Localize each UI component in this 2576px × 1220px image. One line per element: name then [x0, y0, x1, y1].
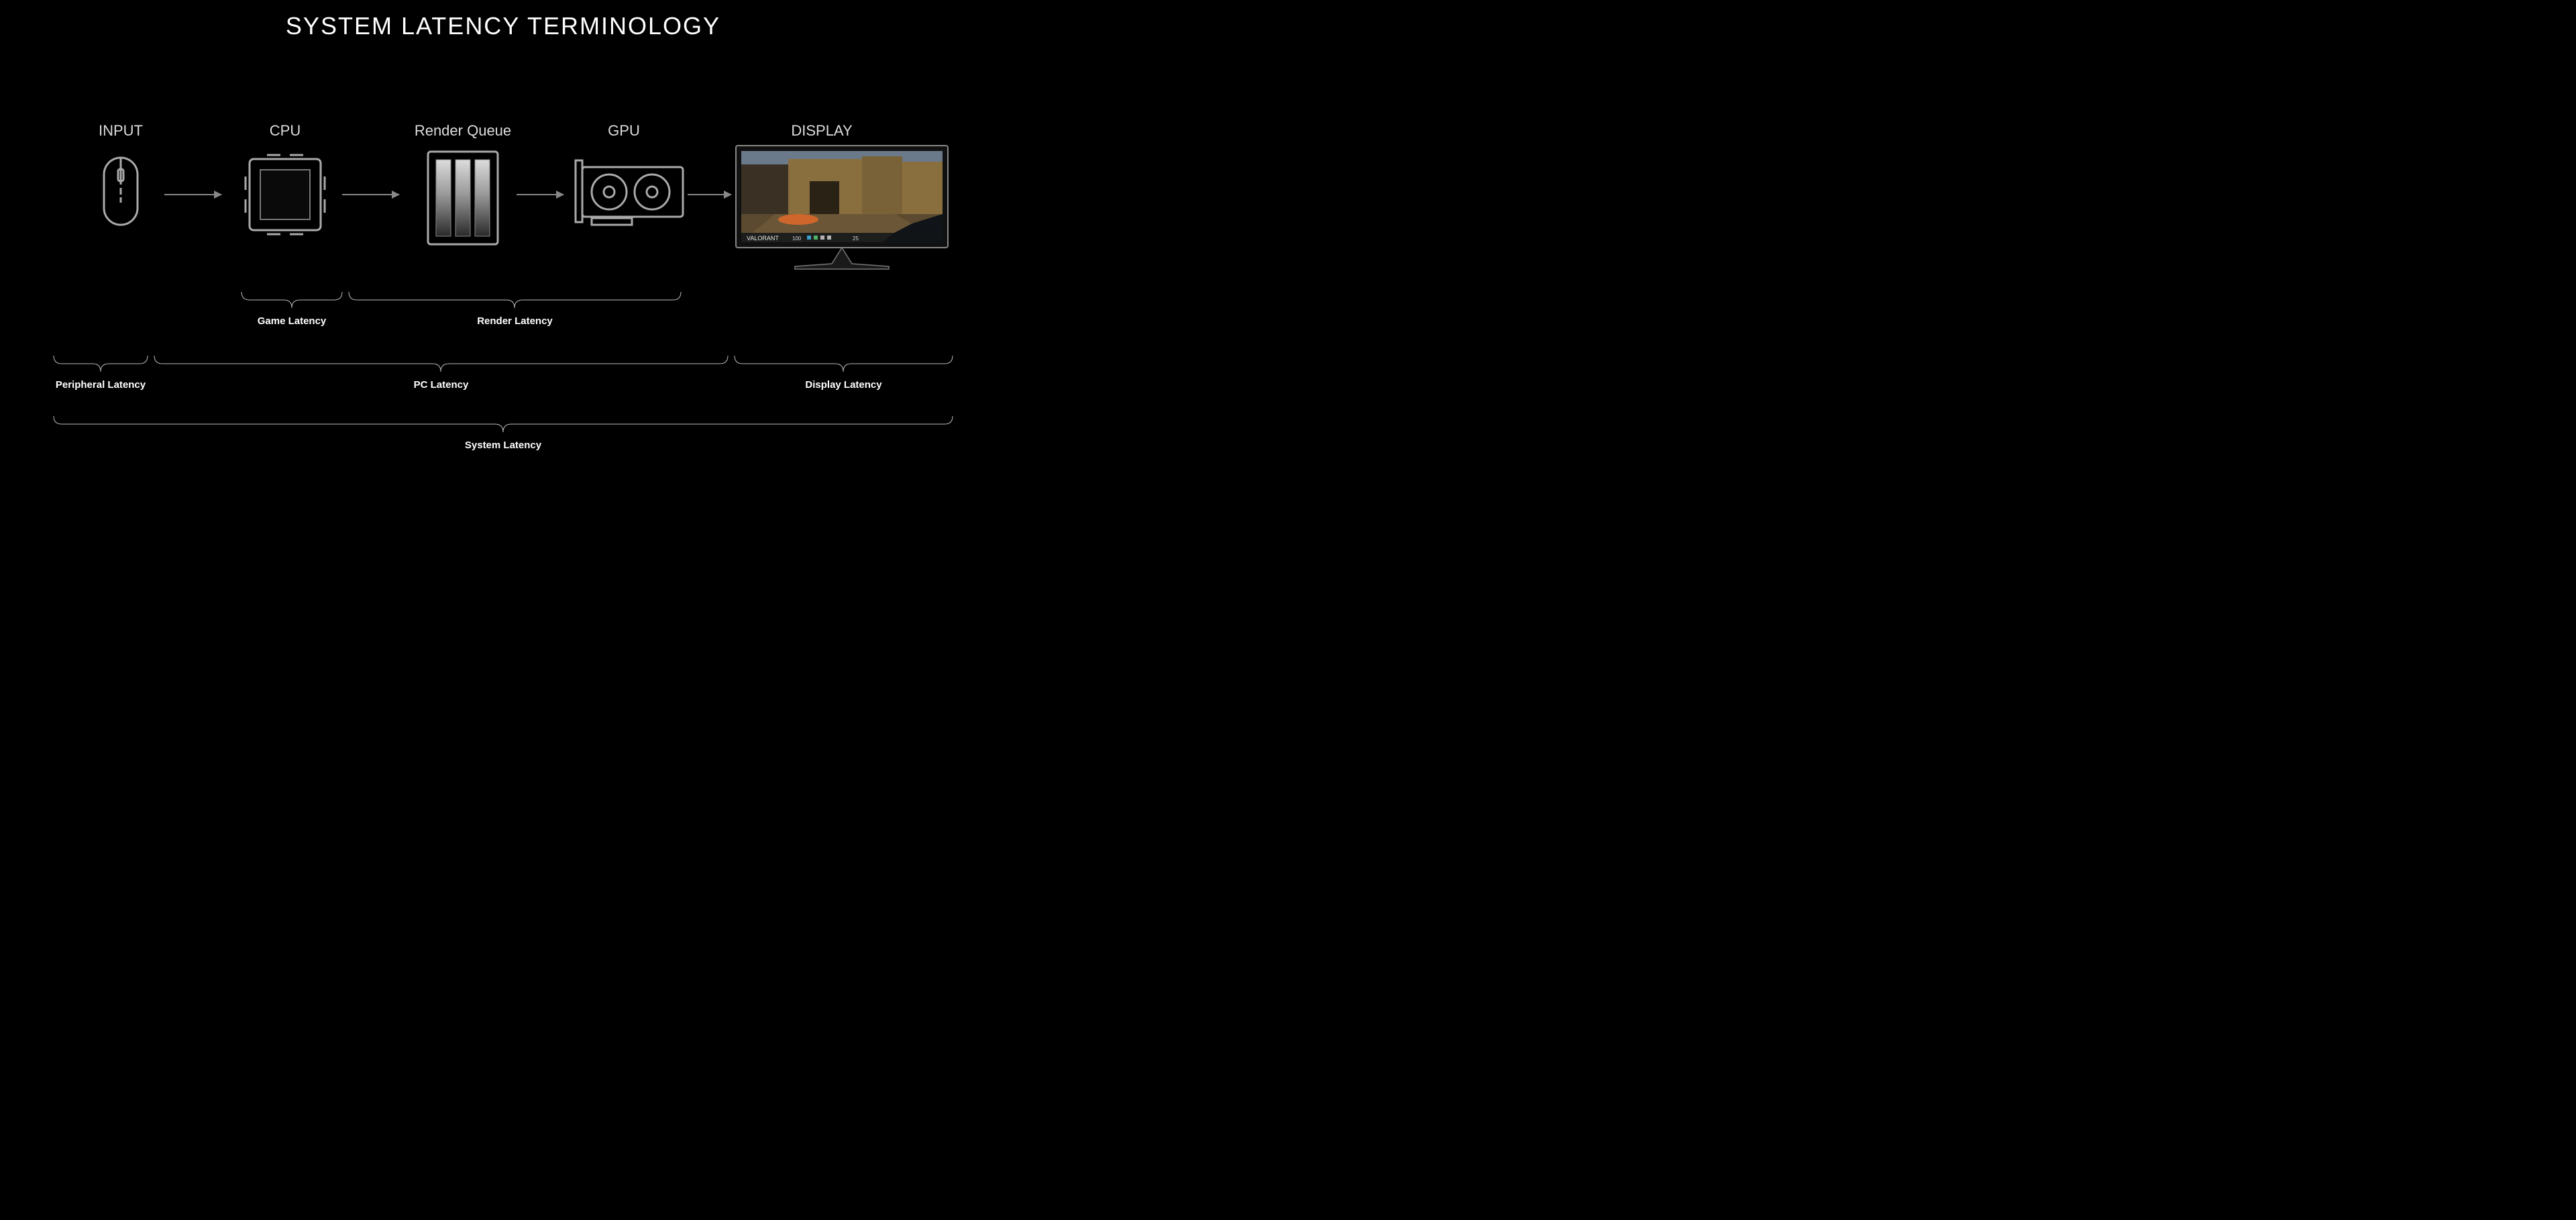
- bracket-peripheral-latency: [54, 356, 148, 376]
- stage-label-display: DISPLAY: [768, 122, 875, 140]
- label-pc-latency: PC Latency: [154, 379, 728, 391]
- arrow-1: [164, 194, 221, 195]
- label-display-latency: Display Latency: [735, 379, 953, 391]
- mouse-icon: [101, 154, 141, 232]
- gpu-icon: [570, 158, 688, 232]
- label-system-latency: System Latency: [54, 440, 953, 451]
- diagram-title: SYSTEM LATENCY TERMINOLOGY: [0, 12, 1006, 40]
- render-queue-icon: [423, 148, 503, 248]
- label-game-latency: Game Latency: [241, 315, 342, 327]
- display-monitor-icon: VALORANT 100 25: [735, 144, 949, 275]
- bracket-game-latency: [241, 292, 342, 312]
- stage-label-queue: Render Queue: [402, 122, 523, 140]
- label-peripheral-latency: Peripheral Latency: [54, 379, 148, 391]
- cpu-icon: [241, 151, 329, 238]
- stage-label-gpu: GPU: [584, 122, 664, 140]
- arrow-3: [517, 194, 564, 195]
- bracket-display-latency: [735, 356, 953, 376]
- bracket-system-latency: [54, 416, 953, 436]
- label-render-latency: Render Latency: [349, 315, 681, 327]
- arrow-4: [688, 194, 731, 195]
- stage-label-input: INPUT: [80, 122, 161, 140]
- hud-number-2: 25: [853, 236, 859, 242]
- stage-label-cpu: CPU: [245, 122, 325, 140]
- bracket-pc-latency: [154, 356, 728, 376]
- bracket-render-latency: [349, 292, 681, 312]
- game-logo-text: VALORANT: [747, 235, 779, 242]
- hud-number-1: 100: [792, 236, 802, 242]
- arrow-2: [342, 194, 399, 195]
